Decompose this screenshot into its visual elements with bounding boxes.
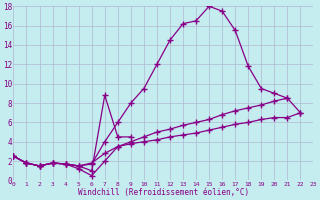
X-axis label: Windchill (Refroidissement éolien,°C): Windchill (Refroidissement éolien,°C) [78, 188, 249, 197]
